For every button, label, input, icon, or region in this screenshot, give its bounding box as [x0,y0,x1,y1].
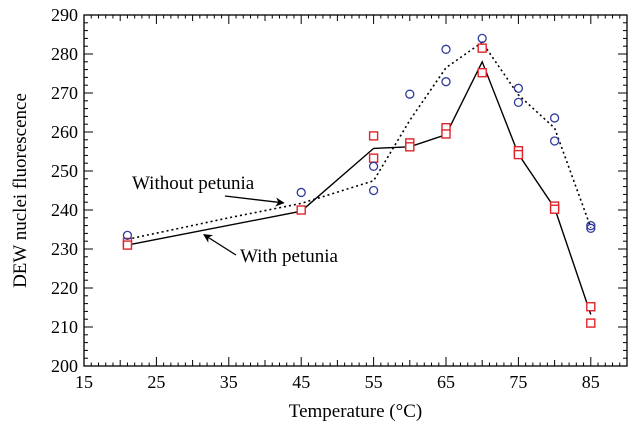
point-without-petunia [513,83,524,93]
point-without-petunia [549,113,560,123]
annotation-with-petunia: With petunia [240,246,338,267]
y-tick-label: 220 [51,278,78,298]
point-without-petunia [477,33,487,44]
y-tick-label: 290 [51,5,78,25]
x-tick-label: 15 [75,372,93,392]
point-with-petunia [296,205,306,215]
y-axis-title: DEW nuclei fluorescence [10,93,31,288]
point-with-petunia [368,131,379,141]
point-without-petunia [586,220,596,231]
point-without-petunia [549,136,560,146]
annotation-without-petunia: Without petunia [132,173,255,194]
point-with-petunia [368,153,379,163]
point-with-petunia [405,142,415,152]
point-without-petunia [441,44,451,54]
y-tick-label: 250 [51,161,78,181]
point-without-petunia [368,185,379,196]
x-tick-label: 85 [582,372,600,392]
point-without-petunia [368,161,379,171]
point-without-petunia [122,230,133,241]
point-with-petunia [549,204,560,214]
y-tick-label: 200 [51,356,78,376]
point-with-petunia [441,129,451,139]
point-with-petunia [477,68,487,78]
point-without-petunia [441,77,451,87]
y-tick-labels: 200 210 220 230 240 250 260 270 280 290 [51,5,78,376]
annotation-arrow-without-petunia [224,195,285,207]
series-markers [122,33,596,328]
x-tick-label: 45 [292,372,310,392]
point-without-petunia [405,89,415,99]
y-tick-label: 280 [51,44,78,64]
x-tick-label: 75 [509,372,527,392]
annotation-arrow-with-petunia [203,234,237,256]
point-with-petunia [513,149,524,160]
y-tick-label: 240 [51,200,78,220]
plot-frame [83,14,628,367]
x-tick-label: 65 [437,372,455,392]
annotations: Without petunia With petunia [132,173,338,267]
point-with-petunia [586,318,596,328]
y-tick-label: 270 [51,83,78,103]
x-tick-label: 25 [147,372,165,392]
point-with-petunia [122,240,133,250]
x-tick-labels: 15 25 35 45 55 65 75 85 [75,372,600,392]
point-without-petunia [586,223,596,233]
point-with-petunia [477,43,487,53]
y-tick-label: 210 [51,317,78,337]
point-without-petunia [296,187,306,198]
y-tick-label: 260 [51,122,78,142]
plot-border [83,14,628,367]
series-line-without-petunia [127,41,592,241]
axis-ticks [83,14,628,367]
y-tick-label: 230 [51,239,78,259]
point-without-petunia [513,97,524,108]
x-axis-title: Temperature (°C) [289,401,422,422]
point-with-petunia [586,302,596,312]
x-tick-label: 55 [365,372,383,392]
x-tick-label: 35 [220,372,238,392]
